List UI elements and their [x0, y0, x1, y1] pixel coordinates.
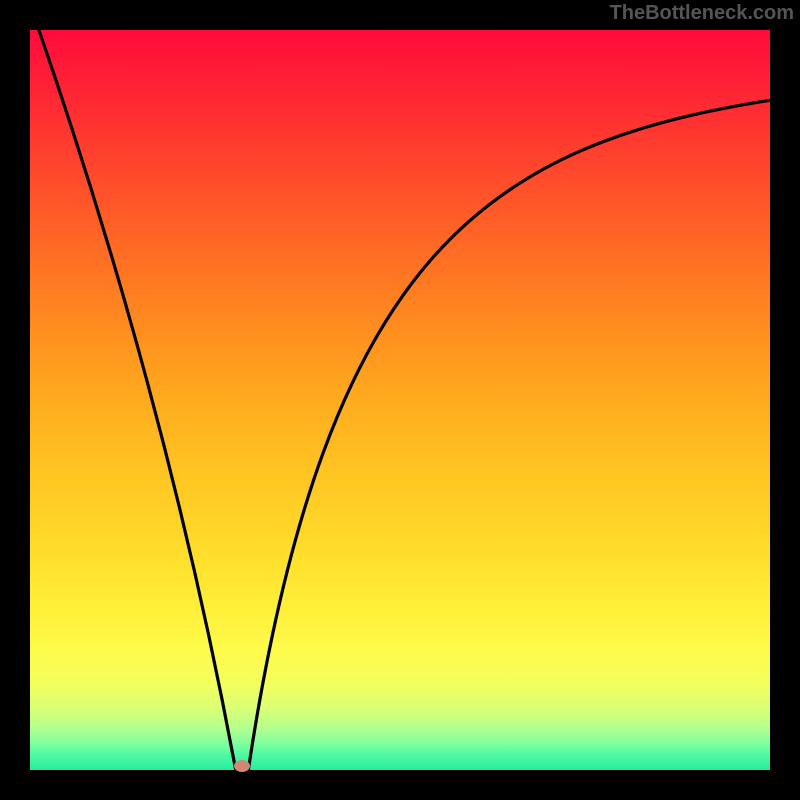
plot-area [30, 30, 770, 770]
chart-container: TheBottleneck.com [0, 0, 800, 800]
bottleneck-curve [30, 30, 770, 770]
minimum-marker [234, 760, 250, 772]
attribution-text: TheBottleneck.com [610, 2, 794, 25]
